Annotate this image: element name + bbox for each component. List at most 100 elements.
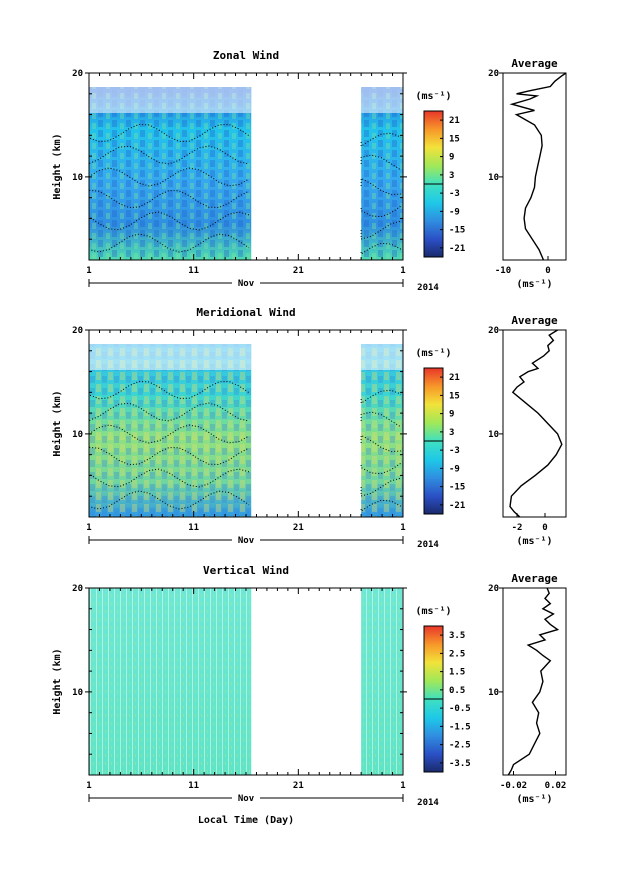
avg-y-tick-label: 20 [488,584,499,594]
colorbar-tick-label: 9 [449,410,454,420]
colorbar-tick-label: 3 [449,171,454,181]
average-frame [502,587,567,776]
y-tick-label: 10 [72,173,83,183]
average-frame [502,329,567,518]
colorbar-tick-label: -3 [449,446,460,456]
average-title: Average [511,57,558,70]
avg-x-label: (ms⁻¹) [516,536,552,547]
zero-contour [88,468,250,488]
year-label: 2014 [417,283,439,293]
colorbar-tick-label: -9 [449,207,460,217]
colorbar-tick-label: 1.5 [449,668,465,678]
y-axis-label: Height (km) [51,390,63,456]
avg-y-tick-label: 10 [488,430,499,440]
colorbar-tick-label: 15 [449,134,460,144]
avg-x-label: (ms⁻¹) [516,279,552,290]
avg-x-tick-label: 0 [542,523,547,533]
colorbar-unit: (ms⁻¹) [415,91,451,102]
sparse-band [89,344,252,370]
zero-contour [360,389,402,405]
x-tick-label: 21 [293,781,304,791]
x-tick-label: 21 [293,266,304,276]
year-label: 2014 [417,798,439,808]
sparse-band [361,344,403,370]
average-frame [502,72,567,261]
colorbar-tick-label: -0.5 [449,704,471,714]
panel-title: Vertical Wind [203,564,289,577]
zero-contour [88,123,250,143]
zero-contour [360,434,402,453]
x-axis-label: Local Time (Day) [198,814,294,826]
zero-contour [360,499,402,513]
data-texture [89,588,252,775]
colorbar-tick-label: -1.5 [449,722,471,732]
average-title: Average [511,314,558,327]
x-tick-label: 1 [86,266,91,276]
x-tick-label: 1 [86,523,91,533]
avg-y-tick-label: 10 [488,688,499,698]
colorbar-tick-label: -3 [449,189,460,199]
x-tick-label: 11 [188,523,199,533]
colorbar-tick-label: 0.5 [449,686,465,696]
colorbar-tick-label: -2.5 [449,741,471,751]
zero-contour [360,205,402,218]
colorbar-tick-label: 9 [449,153,454,163]
colorbar-tick-label: 3 [449,428,454,438]
y-axis-label: Height (km) [51,648,63,714]
zero-contour [360,242,402,256]
y-tick-label: 10 [72,688,83,698]
avg-x-label: (ms⁻¹) [516,794,552,805]
colorbar-tick-label: -15 [449,226,465,236]
average-profile-line [507,587,560,776]
zero-contour [88,211,250,231]
colorbar-tick-label: 21 [449,116,460,126]
colorbar-tick-label: -21 [449,501,465,511]
x-tick-label: 11 [188,266,199,276]
colorbar-tick-label: -3.5 [449,759,471,769]
month-bg [232,792,260,802]
data-texture [89,344,252,517]
sparse-band [361,87,403,113]
month-label: Nov [238,279,255,289]
x-tick-label: 1 [400,266,405,276]
x-tick-label: 11 [188,781,199,791]
y-tick-label: 10 [72,430,83,440]
colorbar-unit: (ms⁻¹) [415,348,451,359]
avg-x-tick-label: -10 [495,266,511,276]
colorbar-tick-label: 15 [449,391,460,401]
avg-y-tick-label: 20 [488,69,499,79]
month-bg [232,534,260,544]
x-tick-label: 1 [86,781,91,791]
avg-x-tick-label: -2 [512,523,523,533]
panel-title: Meridional Wind [196,306,295,319]
avg-y-tick-label: 10 [488,173,499,183]
colorbar-unit: (ms⁻¹) [415,606,451,617]
avg-x-tick-label: 0.02 [545,781,567,791]
zero-contour [360,177,402,196]
zero-contour [88,189,250,209]
data-texture [361,87,403,260]
y-tick-label: 20 [72,326,83,336]
y-tick-label: 20 [72,69,83,79]
x-tick-label: 1 [400,523,405,533]
colorbar-tick-label: 3.5 [449,631,465,641]
zero-contour [88,446,250,466]
avg-x-tick-label: 0 [545,266,550,276]
colorbar-tick-label: 21 [449,373,460,383]
zero-contour [88,380,250,400]
avg-x-tick-label: -0.02 [500,781,527,791]
y-axis-label: Height (km) [51,133,63,199]
avg-y-tick-label: 20 [488,326,499,336]
data-texture [89,87,252,260]
zero-contour [360,132,402,148]
zero-contour [360,462,402,475]
colorbar-tick-label: -9 [449,464,460,474]
month-label: Nov [238,794,255,804]
average-profile-line [509,329,563,518]
average-profile-line [509,72,567,261]
x-tick-label: 1 [400,781,405,791]
